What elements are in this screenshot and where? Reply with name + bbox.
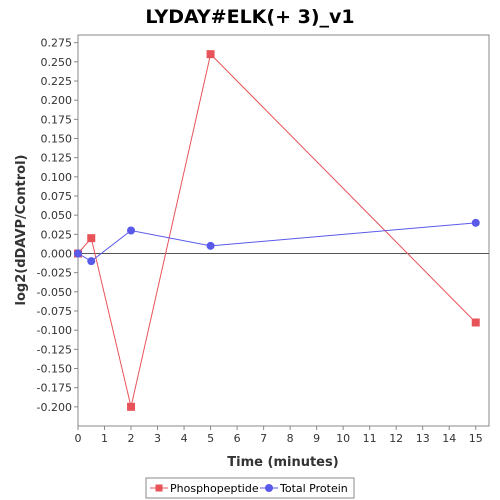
x-tick-label: 10	[336, 432, 350, 445]
data-point-phosphopeptide	[206, 50, 215, 59]
y-tick-label: 0.075	[41, 190, 73, 203]
x-tick-label: 0	[75, 432, 82, 445]
y-tick-label: 0.125	[41, 152, 73, 165]
data-point-phosphopeptide	[471, 318, 480, 327]
y-tick-label: 0.175	[41, 113, 73, 126]
data-point-phosphopeptide	[127, 402, 136, 411]
y-tick-label: -0.150	[37, 363, 72, 376]
data-point-total-protein	[87, 257, 96, 266]
chart-title: LYDAY#ELK(+ 3)_v1	[145, 6, 354, 28]
legend-marker-total-protein	[265, 484, 273, 492]
y-tick-label: 0.150	[41, 133, 73, 146]
x-tick-label: 2	[128, 432, 135, 445]
data-point-total-protein	[74, 249, 82, 258]
data-point-total-protein	[471, 218, 480, 227]
series-total-protein	[74, 218, 480, 266]
x-tick-label: 7	[260, 432, 267, 445]
y-tick-label: 0.000	[41, 248, 73, 261]
x-tick-label: 13	[416, 432, 430, 445]
x-tick-label: 6	[234, 432, 241, 445]
x-tick-label: 11	[363, 432, 377, 445]
legend-label-total-protein: Total Protein	[279, 482, 348, 495]
y-tick-label: 0.025	[41, 228, 73, 241]
x-axis-label: Time (minutes)	[227, 455, 338, 470]
x-tick-label: 4	[181, 432, 188, 445]
y-tick-label: -0.025	[37, 267, 72, 280]
x-tick-label: 12	[389, 432, 403, 445]
data-point-total-protein	[206, 241, 215, 250]
y-tick-label: -0.125	[37, 343, 72, 356]
y-tick-label: 0.275	[41, 37, 73, 50]
legend-label-phosphopeptide: Phosphopeptide	[170, 482, 259, 495]
legend-item-phosphopeptide: Phosphopeptide	[150, 482, 259, 495]
y-tick-label: -0.200	[37, 401, 72, 414]
x-tick-label: 8	[287, 432, 294, 445]
y-tick-label: -0.075	[37, 305, 72, 318]
data-point-phosphopeptide	[87, 234, 96, 243]
series-layer	[74, 50, 480, 411]
plot-area	[77, 34, 490, 427]
y-axis-label: log2(dDAVP/Control)	[14, 155, 29, 306]
x-tick-label: 14	[442, 432, 456, 445]
x-tick-label: 9	[313, 432, 320, 445]
y-tick-label: -0.050	[37, 286, 72, 299]
legend-item-total-protein: Total Protein	[260, 482, 348, 495]
data-point-total-protein	[127, 226, 136, 235]
y-tick-label: 0.200	[41, 94, 73, 107]
x-tick-label: 1	[101, 432, 108, 445]
x-tick-label: 5	[207, 432, 214, 445]
legend: Phosphopeptide Total Protein	[145, 477, 355, 499]
x-tick-label: 15	[469, 432, 483, 445]
y-tick-label: 0.250	[41, 56, 73, 69]
y-tick-label: 0.225	[41, 75, 73, 88]
y-tick-label: -0.100	[37, 324, 72, 337]
y-tick-label: -0.175	[37, 382, 72, 395]
y-tick-label: 0.100	[41, 171, 73, 184]
x-tick-label: 3	[154, 432, 161, 445]
x-axis: 0 1 2 3 4 5 6 7 8 9 10 11 12 13 14 15	[75, 426, 483, 445]
legend-box	[145, 477, 355, 499]
y-tick-label: 0.050	[41, 209, 73, 222]
y-axis: 0.275 0.250 0.225 0.200 0.175 0.150 0.125 0.100…	[37, 37, 78, 414]
legend-marker-phosphopeptide	[155, 484, 163, 492]
